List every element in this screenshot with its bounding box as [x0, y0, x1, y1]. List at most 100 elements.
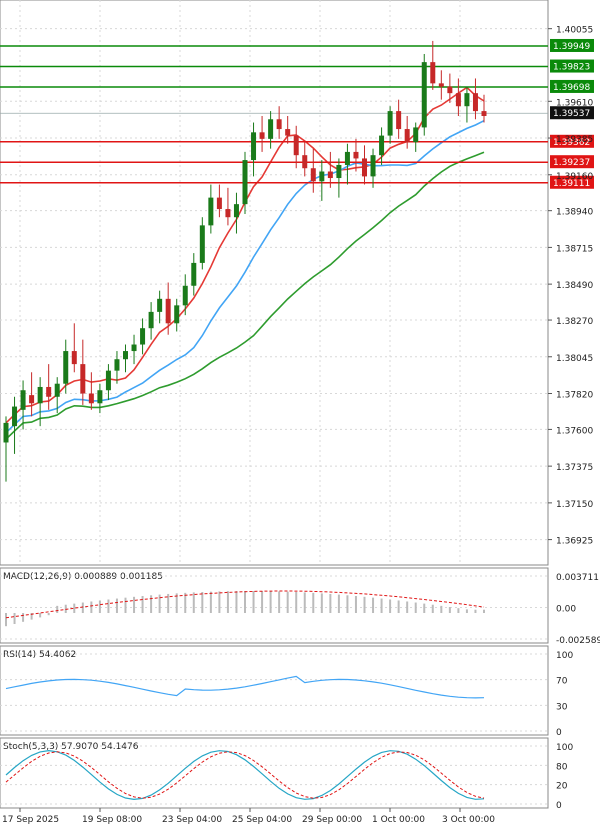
support-level-label: 1.39237 [553, 158, 590, 168]
current-price-label: 1.39537 [553, 109, 590, 119]
candle-down [88, 393, 94, 404]
stoch-panel-frame [0, 737, 549, 809]
candle-down [165, 298, 171, 324]
main-panel-frame [0, 0, 549, 566]
candle-up [233, 204, 239, 218]
rsi-tick-label: 100 [556, 651, 573, 661]
candle-up [63, 351, 69, 384]
support-level-label: 1.39362 [553, 138, 590, 148]
candle-down [225, 209, 231, 218]
rsi-tick-label: 0 [556, 728, 562, 738]
grid [0, 0, 549, 566]
time-tick-label: 19 Sep 08:00 [82, 815, 142, 825]
candle-up [421, 62, 427, 128]
candle-up [123, 351, 128, 360]
stoch-tick-label: 0 [556, 801, 562, 811]
candles [3, 40, 487, 482]
candle-down [396, 111, 402, 130]
candle-up [131, 344, 137, 352]
price-tick-label: 1.38045 [556, 354, 593, 364]
candle-down [259, 132, 265, 139]
macd-panel-label: MACD(12,26,9) 0.000889 0.001185 [3, 572, 163, 582]
candle-down [276, 119, 282, 130]
price-tick-label: 1.39160 [556, 172, 593, 182]
candle-down [481, 111, 487, 116]
candle-down [80, 364, 86, 394]
price-tick-label: 1.40055 [556, 26, 593, 36]
support-level-tag [550, 134, 594, 148]
ma-mid-line [5, 119, 485, 434]
time-tick-label: 3 Oct 00:00 [442, 815, 495, 825]
resistance-level-tag [550, 38, 594, 52]
candle-up [242, 160, 248, 205]
stoch-d-line [5, 751, 485, 799]
price-tick-label: 1.38490 [556, 281, 593, 291]
candle-down [438, 83, 444, 87]
candle-up [387, 111, 393, 136]
candle-down [447, 86, 453, 94]
candle-up [191, 262, 197, 286]
rsi-panel-frame [0, 645, 549, 736]
candle-up [12, 406, 18, 427]
stoch-tick-label: 100 [556, 743, 573, 753]
price-tick-label: 1.38940 [556, 208, 593, 218]
support-level-tag [550, 175, 594, 189]
candle-up [140, 328, 146, 345]
candle-up [344, 151, 350, 165]
candle-up [413, 127, 419, 143]
candle-down [29, 395, 35, 404]
candle-up [54, 383, 60, 397]
time-tick-label: 17 Sep 2025 [2, 815, 59, 825]
candle-up [208, 197, 214, 226]
candle-up [148, 311, 154, 329]
candle-down [455, 93, 461, 107]
candle-up [251, 132, 257, 161]
candle-up [157, 298, 163, 312]
macd-panel-frame [0, 567, 549, 644]
rsi-line [5, 675, 485, 699]
stoch-tick-label: 80 [556, 762, 568, 772]
stoch-k-line [5, 749, 485, 801]
candle-up [268, 119, 274, 139]
price-tick-label: 1.37600 [556, 426, 593, 436]
time-axis: 17 Sep 2025 19 Sep 08:00 23 Sep 04:00 25 Se… [2, 808, 495, 825]
candle-down [362, 158, 367, 177]
resistance-level-tag [550, 79, 594, 93]
resistance-level-label: 1.39698 [553, 83, 590, 93]
time-tick-label: 1 Oct 00:00 [372, 815, 425, 825]
candle-down [285, 129, 291, 136]
candle-down [216, 197, 222, 210]
candle-down [293, 135, 299, 156]
stoch-tick-label: 20 [556, 782, 568, 792]
time-tick-label: 23 Sep 04:00 [162, 815, 222, 825]
candle-down [472, 93, 478, 112]
macd-tick-label: 0.00 [556, 605, 576, 615]
support-level-label: 1.39111 [553, 179, 590, 189]
price-tick-label: 1.36925 [556, 537, 593, 547]
stoch-panel-label: Stoch(5,3,3) 57.9070 54.1476 [3, 742, 139, 752]
candle-up [319, 171, 325, 182]
candle-up [20, 390, 26, 410]
candle-up [464, 93, 470, 107]
candle-up [182, 285, 188, 306]
candle-up [379, 135, 385, 156]
candle-down [404, 129, 410, 143]
candle-down [302, 155, 308, 169]
candle-down [430, 62, 436, 84]
candle-up [174, 305, 180, 324]
candle-down [353, 151, 359, 159]
candle-up [199, 225, 205, 263]
macd-tick-label: -0.002589 [556, 636, 600, 646]
candle-up [3, 422, 9, 443]
candle-up [105, 370, 111, 391]
candle-up [97, 390, 103, 404]
price-tick-label: 1.38270 [556, 317, 593, 327]
resistance-level-label: 1.39949 [553, 42, 590, 52]
time-tick-label: 29 Sep 00:00 [302, 815, 362, 825]
resistance-level-label: 1.39823 [553, 63, 590, 73]
price-tick-label: 1.37375 [556, 463, 593, 473]
candle-up [37, 386, 43, 404]
rsi-tick-label: 70 [556, 677, 568, 687]
price-tick-label: 1.37150 [556, 500, 593, 510]
